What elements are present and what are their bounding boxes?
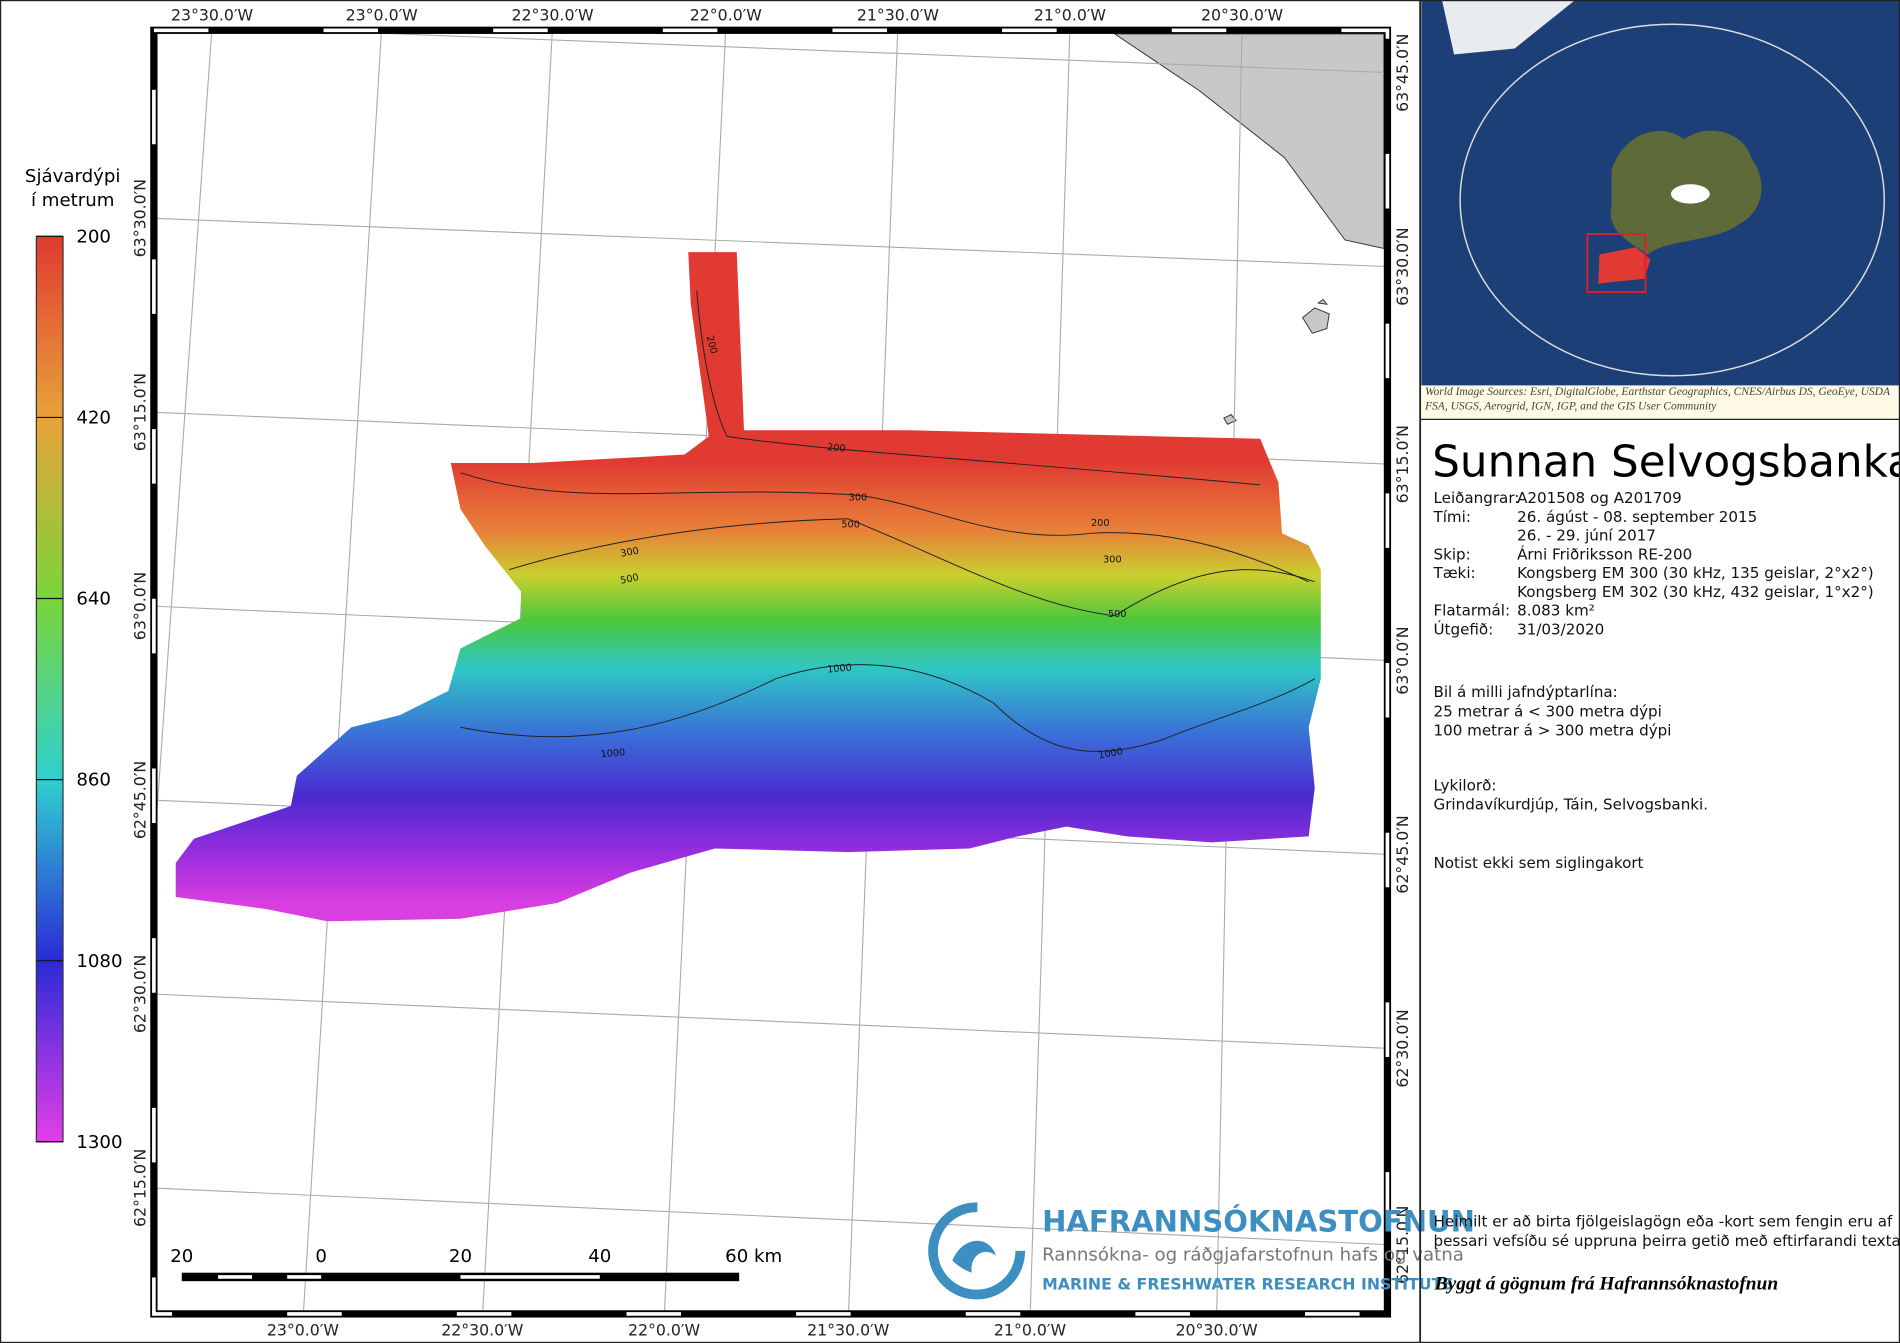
longitude-label: 23°30.0′W xyxy=(171,6,254,25)
info-value: 26. ágúst - 08. september 2015 xyxy=(1517,508,1757,526)
logo-subtitle: Rannsókna- og ráðgjafarstofnun hafs og v… xyxy=(1042,1245,1464,1266)
longitude-label: 23°0.0′W xyxy=(346,6,419,25)
info-value: Kongsberg EM 300 (30 kHz, 135 geislar, 2… xyxy=(1517,564,1874,582)
colorbar xyxy=(35,235,64,1143)
legend: Sjávardýpi í metrum 200 420 640 860 1080 1300 xyxy=(25,166,123,1153)
latitude-label: 63°0.0′N xyxy=(1393,626,1412,694)
longitude-label: 20°30.0′W xyxy=(1176,1321,1259,1340)
info-label: Tæki: xyxy=(1432,564,1475,582)
legend-tick-label: 860 xyxy=(76,770,111,791)
longitude-label: 22°30.0′W xyxy=(511,6,594,25)
keywords: Lykilorð: xyxy=(1433,776,1496,794)
contour-label: 200 xyxy=(1091,518,1109,529)
legend-tick-label: 1300 xyxy=(76,1132,122,1153)
logo: HAFRANNSÓKNASTOFNUN Rannsókna- og ráðgja… xyxy=(928,1202,1475,1300)
legend-tick-label: 640 xyxy=(76,589,111,610)
longitude-label: 22°0.0′W xyxy=(690,6,763,25)
legend-tick-label: 200 xyxy=(76,226,111,247)
contour-label: 1000 xyxy=(600,747,626,760)
latitude-label: 63°30.0′N xyxy=(1393,227,1412,305)
latitude-label: 62°15.0′N xyxy=(130,1149,149,1227)
latitude-label: 62°30.0′N xyxy=(1393,1009,1412,1087)
contour-note: 25 metrar á < 300 metra dýpi xyxy=(1433,702,1661,720)
scale-label: 20 xyxy=(449,1246,472,1267)
latitude-label: 62°15.0′N xyxy=(1393,1206,1412,1284)
info-label: Leiðangrar: xyxy=(1433,489,1519,507)
contour-label: 200 xyxy=(827,442,846,455)
contour-label: 200 xyxy=(704,334,719,355)
longitude-label: 22°0.0′W xyxy=(628,1321,701,1340)
info-value: A201508 og A201709 xyxy=(1517,489,1682,507)
keywords: Grindavíkurdjúp, Táin, Selvogsbanki. xyxy=(1433,796,1708,814)
contour-note: 100 metrar á > 300 metra dýpi xyxy=(1433,722,1671,740)
longitude-label: 22°30.0′W xyxy=(441,1321,524,1340)
info-value: 31/03/2020 xyxy=(1517,621,1604,639)
islands xyxy=(1223,298,1330,425)
contour-label: 300 xyxy=(620,546,640,560)
contour-label: 300 xyxy=(1103,554,1121,565)
legend-tick-label: 420 xyxy=(76,408,111,429)
longitude-label: 23°0.0′W xyxy=(267,1321,340,1340)
inset-map: World Image Sources: Esri, DigitalGlobe,… xyxy=(1420,0,1900,420)
info-value: Árni Friðriksson RE-200 xyxy=(1517,544,1692,563)
contour-label: 300 xyxy=(849,493,867,504)
info-label: Skip: xyxy=(1433,545,1470,563)
longitude-label: 21°0.0′W xyxy=(1034,6,1107,25)
longitude-label: 20°30.0′W xyxy=(1201,6,1284,25)
contour-label: 1000 xyxy=(827,662,853,675)
latitude-label: 63°45.0′N xyxy=(1393,34,1412,112)
legend-title: í metrum xyxy=(31,190,114,211)
permission: þessari vefsíðu sé uppruna þeirra getið … xyxy=(1433,1232,1900,1250)
permission: Heimilt er að birta fjölgeislagögn eða -… xyxy=(1433,1213,1893,1231)
image-source: World Image Sources: Esri, DigitalGlobe,… xyxy=(1425,386,1890,414)
info-value: Kongsberg EM 302 (30 kHz, 432 geislar, 1… xyxy=(1517,583,1874,601)
latitude-label: 62°30.0′N xyxy=(130,955,149,1033)
info-value: 8.083 km² xyxy=(1517,602,1595,620)
contour-note: Bil á milli jafndýptarlína: xyxy=(1433,683,1617,701)
latitude-label: 63°15.0′N xyxy=(1393,425,1412,503)
scale-label: 20 xyxy=(170,1246,193,1267)
land xyxy=(1113,33,1384,249)
latitude-label: 63°15.0′N xyxy=(130,373,149,451)
contour-label: 1000 xyxy=(1098,746,1124,761)
latitude-label: 63°30.0′N xyxy=(130,179,149,257)
credit: Byggt á gögnum frá Hafrannsóknastofnun xyxy=(1434,1274,1778,1295)
longitude-label: 21°30.0′W xyxy=(807,1321,890,1340)
scale-label: 60 km xyxy=(725,1246,782,1267)
info-label: Tími: xyxy=(1432,508,1470,526)
latitude-label: 62°45.0′N xyxy=(1393,815,1412,893)
contour-label: 500 xyxy=(841,519,859,530)
info-label: Flatarmál: xyxy=(1433,602,1510,620)
contours xyxy=(460,290,1315,752)
contour-label: 500 xyxy=(1108,609,1126,620)
scale-label: 0 xyxy=(315,1246,327,1267)
legend-tick-label: 1080 xyxy=(76,951,122,972)
logo-english: MARINE & FRESHWATER RESEARCH INSTITUTE xyxy=(1042,1275,1453,1294)
latitude-label: 62°45.0′N xyxy=(130,761,149,839)
scale-bar: 20 0 20 40 60 km xyxy=(170,1246,782,1282)
longitude-label: 21°0.0′W xyxy=(994,1321,1067,1340)
warning: Notist ekki sem siglingakort xyxy=(1433,854,1643,872)
info-value: 26. - 29. júní 2017 xyxy=(1517,527,1656,545)
longitude-label: 21°30.0′W xyxy=(857,6,940,25)
info-title: Sunnan Selvogsbanka xyxy=(1432,437,1900,487)
scale-label: 40 xyxy=(588,1246,611,1267)
bathymetry xyxy=(175,252,1321,922)
frame-ticks xyxy=(152,28,1390,1316)
legend-title: Sjávardýpi xyxy=(25,166,121,187)
contour-label: 500 xyxy=(619,572,639,587)
logo-name: HAFRANNSÓKNASTOFNUN xyxy=(1042,1204,1475,1238)
info-label: Útgefið: xyxy=(1433,620,1493,639)
latitude-label: 63°0.0′N xyxy=(130,572,149,640)
